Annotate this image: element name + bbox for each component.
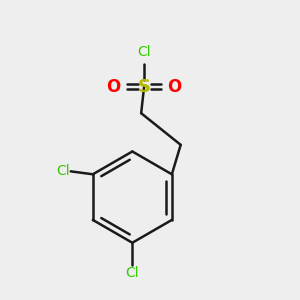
Text: S: S bbox=[138, 78, 151, 96]
Text: O: O bbox=[167, 78, 182, 96]
Text: Cl: Cl bbox=[137, 45, 151, 59]
Text: Cl: Cl bbox=[56, 164, 70, 178]
Text: Cl: Cl bbox=[125, 266, 139, 280]
Text: O: O bbox=[106, 78, 121, 96]
